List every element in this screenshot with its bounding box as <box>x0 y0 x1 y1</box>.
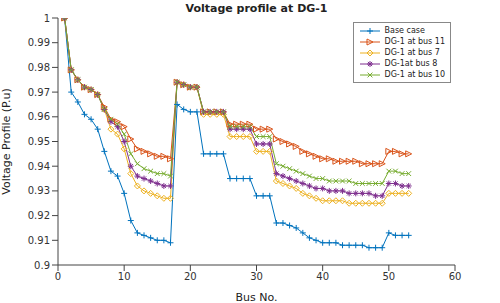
html-text:DG-1at bus 8: DG-1at bus 8 <box>384 59 438 68</box>
svg-text:0: 0 <box>55 271 61 282</box>
svg-text:0.96: 0.96 <box>28 111 50 122</box>
svg-text:0.98: 0.98 <box>28 62 50 73</box>
svg-text:60: 60 <box>449 271 462 282</box>
svg-text:0.97: 0.97 <box>28 87 50 98</box>
svg-text:20: 20 <box>184 271 197 282</box>
svg-text:0.95: 0.95 <box>28 136 50 147</box>
svg-text:50: 50 <box>382 271 395 282</box>
svg-text:0.94: 0.94 <box>28 161 50 172</box>
svg-text:0.93: 0.93 <box>28 185 50 196</box>
html-text:DG-1 at bus 11: DG-1 at bus 11 <box>384 37 445 46</box>
svg-text:Bus No.: Bus No. <box>235 291 277 303</box>
svg-text:40: 40 <box>316 271 329 282</box>
svg-text:0.91: 0.91 <box>28 235 50 246</box>
svg-text:30: 30 <box>250 271 263 282</box>
html-text:Base case: Base case <box>384 26 425 35</box>
svg-text:Voltage Profile (P.u): Voltage Profile (P.u) <box>8 88 13 194</box>
svg-text:0.9: 0.9 <box>34 260 50 271</box>
svg-text:0.92: 0.92 <box>28 210 50 221</box>
html-text:DG-1 at bus 10: DG-1 at bus 10 <box>384 70 445 79</box>
html-text:DG-1 at bus 7: DG-1 at bus 7 <box>384 48 440 57</box>
html-text:Voltage profile at DG-1: Voltage profile at DG-1 <box>185 2 328 15</box>
svg-text:0.99: 0.99 <box>28 37 50 48</box>
svg-text:1: 1 <box>44 13 50 24</box>
svg-text:10: 10 <box>118 271 131 282</box>
